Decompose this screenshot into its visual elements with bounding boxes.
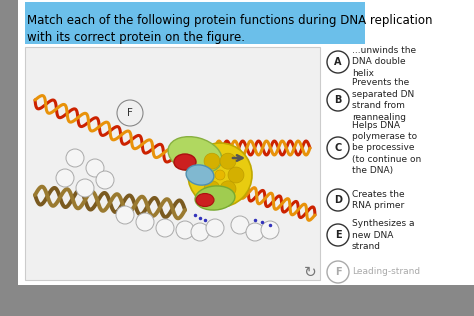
Circle shape — [327, 137, 349, 159]
Circle shape — [228, 167, 244, 183]
Circle shape — [327, 261, 349, 283]
FancyBboxPatch shape — [25, 47, 320, 280]
Circle shape — [156, 219, 174, 237]
Text: Creates the
RNA primer: Creates the RNA primer — [352, 190, 405, 210]
Circle shape — [215, 170, 225, 180]
Circle shape — [96, 171, 114, 189]
Text: ...unwinds the
DNA double
helix: ...unwinds the DNA double helix — [352, 46, 416, 78]
Circle shape — [136, 213, 154, 231]
Circle shape — [191, 223, 209, 241]
Ellipse shape — [186, 165, 214, 185]
Circle shape — [261, 221, 279, 239]
Text: Prevents the
separated DN
strand from
reannealing: Prevents the separated DN strand from re… — [352, 78, 414, 122]
Circle shape — [176, 221, 194, 239]
Circle shape — [327, 51, 349, 73]
Circle shape — [66, 149, 84, 167]
Circle shape — [117, 100, 143, 126]
Ellipse shape — [168, 137, 222, 173]
Text: D: D — [334, 195, 342, 205]
Text: F: F — [335, 267, 341, 277]
Circle shape — [327, 89, 349, 111]
Circle shape — [204, 181, 220, 197]
Ellipse shape — [196, 193, 214, 206]
Text: Helps DNA
polymerase to
be processive
(to continue on
the DNA): Helps DNA polymerase to be processive (t… — [352, 121, 421, 175]
Circle shape — [116, 206, 134, 224]
Text: F: F — [127, 108, 133, 118]
Circle shape — [220, 153, 236, 169]
FancyBboxPatch shape — [25, 2, 365, 44]
Bar — [0, 285, 474, 316]
Circle shape — [204, 153, 220, 169]
Ellipse shape — [195, 186, 235, 210]
Text: C: C — [334, 143, 342, 153]
Circle shape — [327, 189, 349, 211]
Circle shape — [86, 159, 104, 177]
Text: E: E — [335, 230, 341, 240]
Bar — [0, 0, 18, 316]
Circle shape — [188, 143, 252, 207]
Circle shape — [196, 167, 212, 183]
Circle shape — [220, 181, 236, 197]
Text: A: A — [334, 57, 342, 67]
Bar — [323, 47, 474, 285]
Circle shape — [56, 169, 74, 187]
Circle shape — [246, 223, 264, 241]
Circle shape — [76, 179, 94, 197]
Circle shape — [327, 224, 349, 246]
Circle shape — [206, 219, 224, 237]
Text: Synthesizes a
new DNA
strand: Synthesizes a new DNA strand — [352, 219, 414, 251]
Text: B: B — [334, 95, 342, 105]
Ellipse shape — [174, 154, 196, 170]
Text: Match each of the following protein functions during DNA replication
with its co: Match each of the following protein func… — [27, 14, 432, 44]
Text: ↻: ↻ — [304, 264, 316, 279]
Circle shape — [231, 216, 249, 234]
Text: Leading-strand: Leading-strand — [352, 268, 420, 276]
